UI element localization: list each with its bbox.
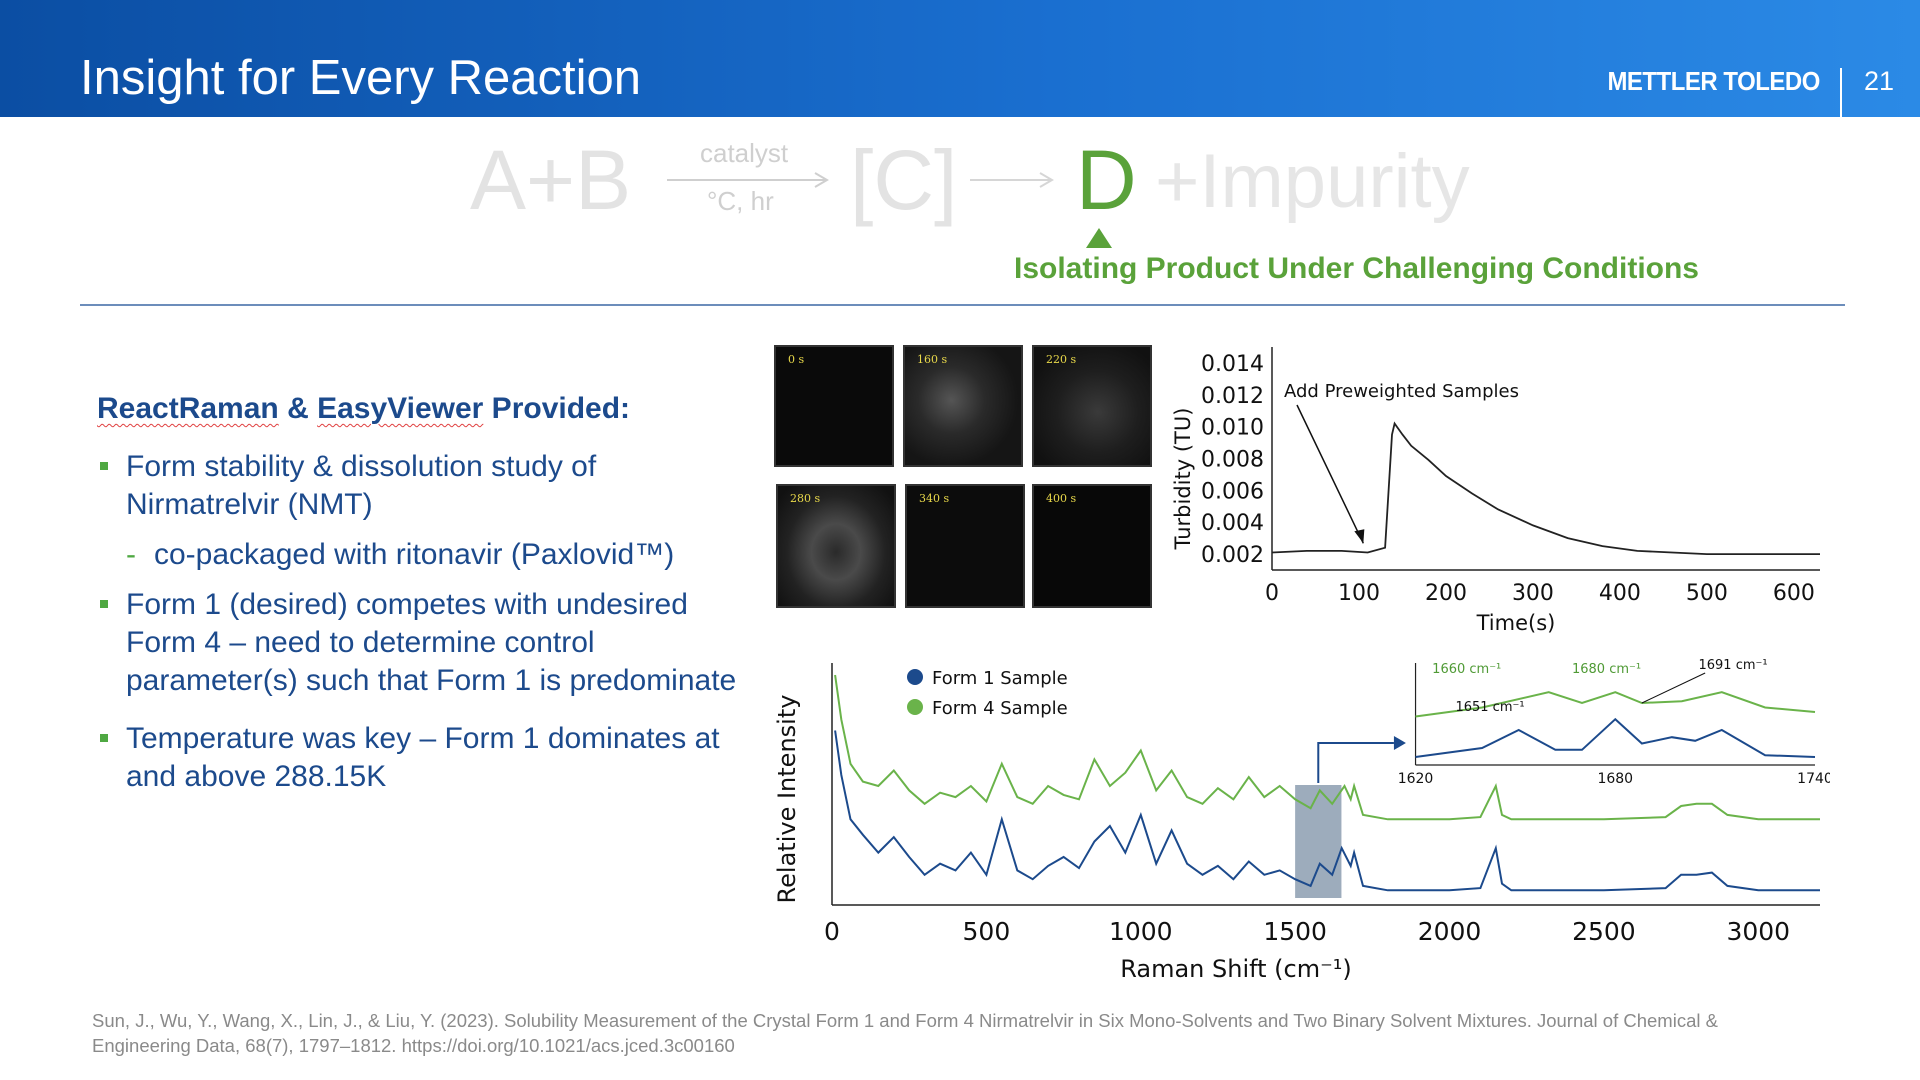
micrograph-label: 160 s [917,353,948,366]
raman-chart: 0 500 1000 1500 2000 2500 3000 Raman Shift (cm⁻… [773,658,1830,983]
heading-provided: Provided: [483,392,631,425]
sub-bullet-item: - co-packaged with ritonavir (Paxlovid™) [98,536,738,574]
bullet-item: Form 1 (desired) competes with undesired… [98,586,738,700]
x-tick-label: 3000 [1726,917,1790,946]
inset-arrow-head [1393,736,1406,750]
micrograph-340s: 340 s [905,484,1025,608]
arrow-top-label: catalyst [700,138,789,168]
citation: Sun, J., Wu, Y., Wang, X., Lin, J., & Li… [92,1010,1718,1056]
micrograph-220s: 220 s [1032,345,1152,467]
x-tick-label: 2000 [1418,917,1482,946]
header-divider [1840,68,1842,118]
legend-marker [907,669,923,685]
heading-amp: & [278,392,318,425]
reactants: A+B [470,133,632,227]
bullet-text: Temperature was key – Form 1 dominates a… [126,722,720,793]
x-tick-label: 1500 [1263,917,1327,946]
x-tick-label: 400 [1599,581,1641,606]
micrograph-280s: 280 s [776,484,896,608]
x-tick-label: 100 [1338,581,1380,606]
inset-connector [1317,742,1394,783]
micrograph-label: 0 s [788,353,805,366]
inset-form4-line [1415,691,1816,718]
heading-reactraman: ReactRaman [97,392,279,425]
y-tick-label: 0.010 [1201,416,1264,441]
micrograph-label: 220 s [1046,353,1077,366]
arrow-bottom-label: °C, hr [707,186,774,216]
bullet-text: Form 1 (desired) competes with undesired… [126,588,737,697]
bullet-square-icon [100,462,108,470]
page-number: 21 [1863,66,1894,96]
inset-x-tick-label: 1680 [1597,771,1633,787]
y-tick-label: 0.008 [1201,448,1264,473]
brand-logo: METTLER TOLEDO [1607,66,1821,96]
turbidity-line [1271,421,1820,555]
y-tick-label: 0.014 [1201,352,1264,377]
heading-easyviewer: EasyViewer [317,392,484,425]
bullet-text: Form stability & dissolution study of Ni… [126,450,597,521]
product-caption: Isolating Product Under Challenging Cond… [1014,252,1699,285]
y-tick-label: 0.006 [1201,479,1264,504]
dash-icon: - [126,538,136,571]
micrograph-0s: 0 s [774,345,894,467]
bullet-item: Temperature was key – Form 1 dominates a… [98,720,738,796]
y-tick-label: 0.002 [1201,543,1264,568]
x-axis-label: Time(s) [1476,611,1556,635]
x-tick-label: 500 [1686,581,1728,606]
annotation-arrow-line [1296,404,1365,544]
x-tick-label: 500 [963,917,1011,946]
inset-x-tick-label: 1740 [1797,771,1830,787]
x-tick-label: 600 [1773,581,1815,606]
x-tick-label: 1000 [1109,917,1173,946]
x-tick-label: 0 [824,917,840,946]
annotation-label: Add Preweighted Samples [1284,381,1519,402]
inset-annotation: 1660 cm⁻¹ [1432,662,1501,677]
x-tick-label: 200 [1425,581,1467,606]
bullet-item: Form stability & dissolution study of Ni… [98,448,738,524]
inset-annotation: 1680 cm⁻¹ [1572,662,1641,677]
intermediate: [C] [850,133,958,227]
bullet-square-icon [100,734,108,742]
inset-form1-line [1415,717,1816,758]
x-tick-label: 0 [1265,581,1279,606]
micrograph-label: 340 s [919,492,950,505]
micrograph-label: 400 s [1046,492,1077,505]
series-line-2 [834,674,1820,821]
bullet-list: Form stability & dissolution study of Ni… [98,448,738,810]
divider [80,304,1845,306]
legend-marker [907,699,923,715]
product: D [1076,133,1137,227]
legend-label: Form 4 Sample [932,698,1068,719]
micrograph-160s: 160 s [903,345,1023,467]
series-line-1 [834,730,1820,892]
sub-bullet-text: co-packaged with ritonavir (Paxlovid™) [154,538,675,571]
section-heading: ReactRaman & EasyViewer Provided: [97,392,630,426]
slide-title: Insight for Every Reaction [80,51,642,105]
y-tick-label: 0.004 [1201,511,1264,536]
micrograph-400s: 400 s [1032,484,1152,608]
y-axis-label: Relative Intensity [773,695,801,904]
x-tick-label: 2500 [1572,917,1636,946]
inset-annotation: 1691 cm⁻¹ [1698,658,1767,673]
legend-label: Form 1 Sample [932,668,1068,689]
byproduct: +Impurity [1155,139,1470,224]
y-axis-label: Turbidity (TU) [1171,408,1195,551]
inset-annotation-pointer [1641,672,1706,704]
inset-x-tick-label: 1620 [1398,771,1434,787]
reaction-arrow-1 [667,172,829,188]
up-triangle-icon [1086,228,1112,248]
annotation-arrow-head [1354,529,1365,544]
bullet-square-icon [100,600,108,608]
header-bar: Insight for Every Reaction METTLER TOLED… [0,0,1920,118]
x-tick-label: 300 [1512,581,1554,606]
reaction-arrow-2 [970,172,1054,188]
inset-annotation: 1651 cm⁻¹ [1455,700,1524,715]
micrograph-label: 280 s [790,492,821,505]
y-tick-label: 0.012 [1201,384,1264,409]
x-axis-label: Raman Shift (cm⁻¹) [1120,955,1352,983]
